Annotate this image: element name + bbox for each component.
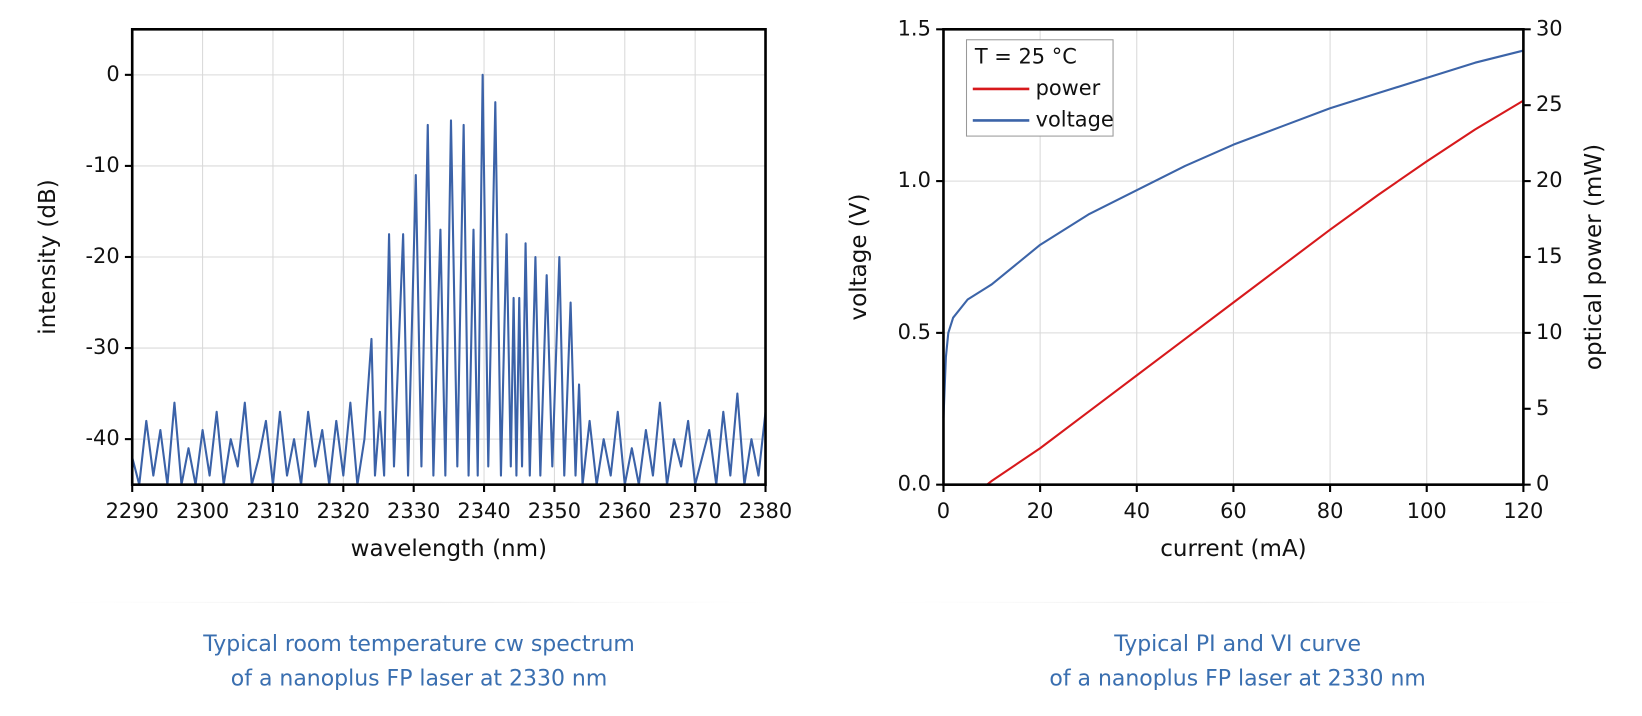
legend-label: power xyxy=(1036,76,1101,100)
x-axis-label: current (mA) xyxy=(1160,536,1306,562)
x-tick-label: 80 xyxy=(1317,499,1344,523)
x-tick-label: 2320 xyxy=(317,499,370,523)
x-tick-label: 2350 xyxy=(528,499,581,523)
y-tick-label: 1.5 xyxy=(898,16,931,40)
y-tick-label: 0 xyxy=(106,62,119,86)
x-tick-label: 60 xyxy=(1220,499,1247,523)
y-axis-label: voltage (V) xyxy=(846,193,872,320)
x-tick-label: 2300 xyxy=(176,499,229,523)
plot-frame xyxy=(130,28,767,486)
y-tick-label: 0.5 xyxy=(898,320,931,344)
x-tick-label: 2340 xyxy=(457,499,510,523)
plot-frame xyxy=(942,28,1525,486)
caption: of a nanoplus FP laser at 2330 nm xyxy=(231,666,607,691)
x-tick-label: 120 xyxy=(1503,499,1543,523)
x-tick-label: 2290 xyxy=(106,499,159,523)
y2-tick-label: 25 xyxy=(1536,92,1563,116)
legend-label: voltage xyxy=(1036,107,1114,131)
x-tick-label: 0 xyxy=(937,499,950,523)
y-tick-label: -20 xyxy=(85,244,119,268)
x-tick-label: 2380 xyxy=(739,499,792,523)
y2-tick-label: 15 xyxy=(1536,244,1563,268)
x-tick-label: 2370 xyxy=(669,499,722,523)
y-tick-label: -40 xyxy=(85,426,119,450)
x-axis-label: wavelength (nm) xyxy=(351,536,547,562)
legend-title: T = 25 °C xyxy=(974,45,1077,69)
y2-tick-label: 0 xyxy=(1536,472,1549,496)
shadow xyxy=(0,601,828,634)
y2-tick-label: 10 xyxy=(1536,320,1563,344)
caption: Typical PI and VI curve xyxy=(1113,632,1361,657)
x-tick-label: 2360 xyxy=(598,499,651,523)
x-tick-label: 100 xyxy=(1407,499,1447,523)
caption: of a nanoplus FP laser at 2330 nm xyxy=(1049,666,1425,691)
y-tick-label: -30 xyxy=(85,335,119,359)
y-axis-label: intensity (dB) xyxy=(35,179,61,334)
data-line xyxy=(131,73,767,486)
y2-tick-label: 5 xyxy=(1536,396,1549,420)
y2-tick-label: 30 xyxy=(1536,16,1563,40)
y2-axis-label: optical power (mW) xyxy=(1581,144,1607,370)
y-tick-label: -10 xyxy=(85,153,119,177)
y2-tick-label: 20 xyxy=(1536,168,1563,192)
data-line xyxy=(942,49,1524,418)
y-tick-label: 1.0 xyxy=(898,168,931,192)
x-tick-label: 2310 xyxy=(246,499,299,523)
x-tick-label: 20 xyxy=(1027,499,1054,523)
x-tick-label: 2330 xyxy=(387,499,440,523)
y-tick-label: 0.0 xyxy=(898,472,931,496)
shadow xyxy=(827,601,1642,634)
caption: Typical room temperature cw spectrum xyxy=(202,632,635,657)
x-tick-label: 40 xyxy=(1123,499,1150,523)
